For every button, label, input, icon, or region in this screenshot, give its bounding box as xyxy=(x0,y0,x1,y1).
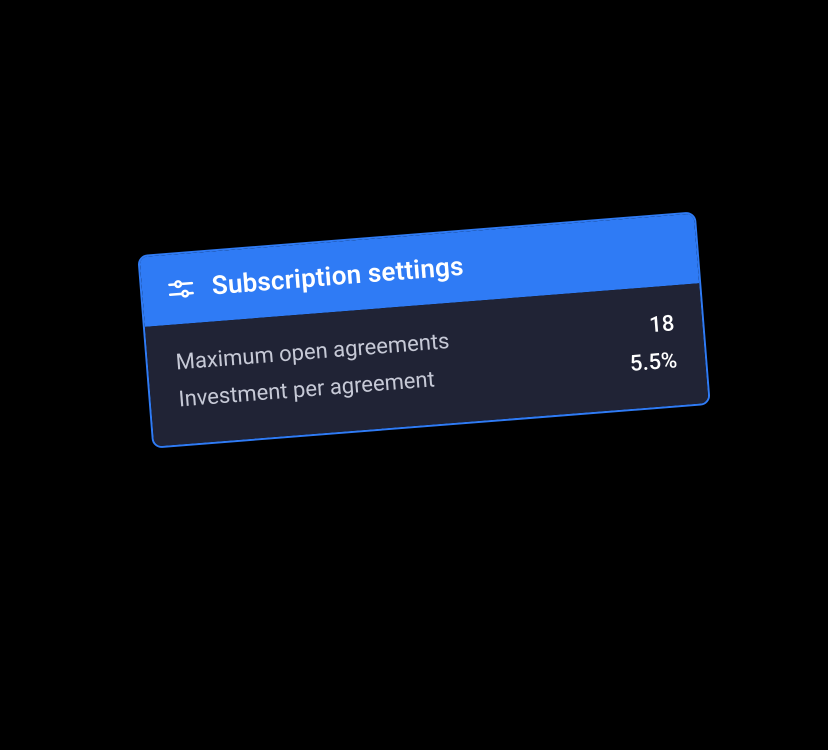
setting-value-max-open: 18 xyxy=(648,311,675,338)
setting-value-investment: 5.5% xyxy=(629,348,678,377)
sliders-icon xyxy=(165,273,197,305)
settings-card-wrapper: Subscription settings Maximum open agree… xyxy=(137,211,710,448)
subscription-settings-card: Subscription settings Maximum open agree… xyxy=(137,211,710,448)
card-title: Subscription settings xyxy=(211,252,465,302)
